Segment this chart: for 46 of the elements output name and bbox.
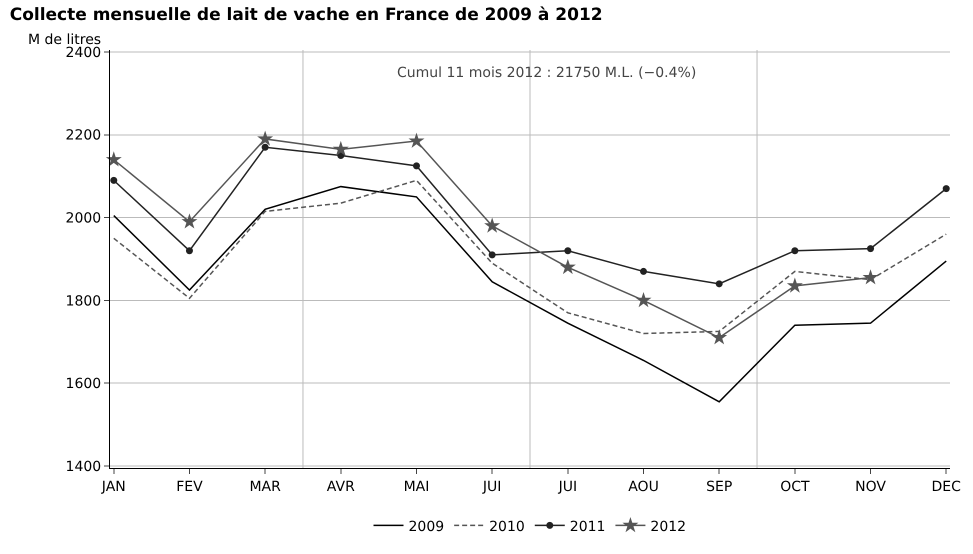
x-tick-label: AVR xyxy=(326,478,356,495)
point xyxy=(636,292,652,308)
point xyxy=(408,132,424,148)
x-tick-label: NOV xyxy=(855,478,886,495)
y-tick-label: 2000 xyxy=(66,210,102,227)
x-tick-label: DEC xyxy=(932,478,962,495)
point xyxy=(862,269,879,284)
x-tick-label: JAN xyxy=(100,478,126,495)
point xyxy=(257,130,274,146)
x-tick-label: AOU xyxy=(628,478,659,495)
legend-label: 2009 xyxy=(408,518,444,535)
x-tick-label: JUI xyxy=(558,478,578,495)
x-tick-label: MAR xyxy=(249,478,282,495)
point xyxy=(942,185,950,192)
point xyxy=(262,144,269,151)
x-tick-label: MAI xyxy=(404,478,430,495)
point xyxy=(106,151,122,166)
point xyxy=(560,258,576,274)
annotation: Cumul 11 mois 2012 : 21750 M.L. (−0.4%) xyxy=(397,65,696,81)
x-tick-label: JUI xyxy=(482,478,502,495)
point xyxy=(791,247,798,254)
point xyxy=(716,280,723,288)
point xyxy=(640,268,648,275)
y-tick-label: 2200 xyxy=(66,128,102,144)
point xyxy=(564,247,572,254)
point xyxy=(867,245,874,252)
legend-label: 2012 xyxy=(650,518,686,535)
y-tick-label: 1600 xyxy=(66,376,102,392)
point xyxy=(181,213,198,229)
point xyxy=(332,140,349,156)
point xyxy=(110,176,118,184)
y-tick-label: 1800 xyxy=(66,293,102,310)
x-tick-label: SEP xyxy=(706,478,732,495)
legend-label: 2010 xyxy=(489,518,525,535)
point xyxy=(488,251,496,258)
legend-label: 2011 xyxy=(570,518,606,535)
y-tick-label: 1400 xyxy=(66,458,102,475)
line-series xyxy=(113,186,947,403)
point xyxy=(412,162,420,170)
x-tick-label: OCT xyxy=(780,478,810,495)
point xyxy=(786,278,803,293)
point xyxy=(711,329,728,344)
point xyxy=(186,247,193,254)
x-tick-label: FEV xyxy=(176,478,204,495)
chart-title: Collecte mensuelle de lait de vache en France de 2009 à 2012 xyxy=(10,5,603,26)
point xyxy=(484,217,500,233)
